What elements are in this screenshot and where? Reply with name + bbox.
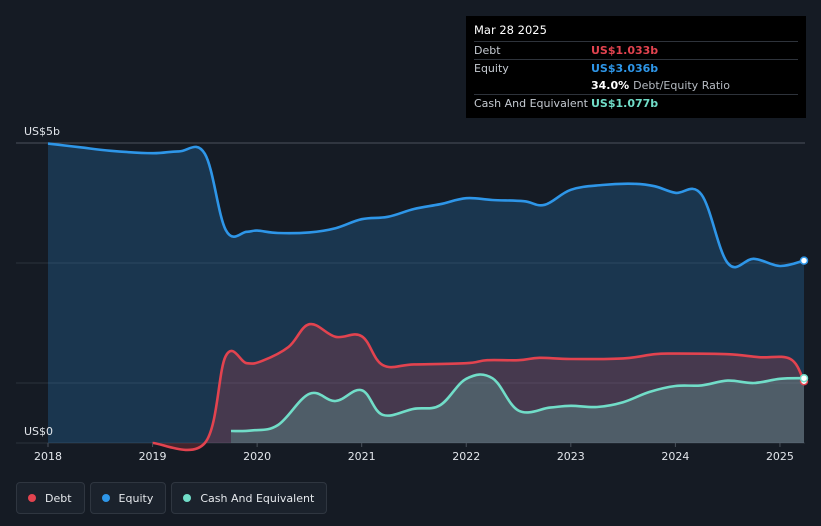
tooltip-ratio-label: Debt/Equity Ratio	[633, 79, 730, 92]
tooltip-date: Mar 28 2025	[474, 23, 547, 37]
y-axis-top-label: US$5b	[24, 125, 60, 138]
x-axis-ticks: 2018 2019 2020 2021 2022 2023 2024 2025	[34, 443, 794, 463]
x-tick-label-2021: 2021	[348, 450, 376, 463]
legend-item-cash[interactable]: Cash And Equivalent	[171, 482, 328, 514]
legend-item-equity[interactable]: Equity	[89, 482, 167, 514]
tooltip-equity-value: US$3.036b	[591, 62, 659, 75]
debt-area	[152, 324, 804, 450]
legend: Debt Equity Cash And Equivalent	[16, 482, 328, 514]
x-tick-label-2024: 2024	[661, 450, 689, 463]
series-lines	[47, 142, 806, 452]
tooltip-panel: Mar 28 2025 Debt US$1.033b Equity US$3.0…	[466, 16, 806, 118]
tooltip-row-ratio: 34.0% Debt/Equity Ratio	[474, 77, 798, 94]
tooltip-equity-label: Equity	[474, 62, 509, 75]
debt-dot-icon	[28, 494, 36, 502]
legend-debt-label: Debt	[45, 491, 72, 505]
equity-line	[47, 142, 805, 269]
y-axis-bottom-label: US$0	[24, 425, 53, 438]
equity-dot-icon	[101, 494, 110, 502]
equity-end-marker	[799, 256, 809, 265]
tooltip-row-cash: Cash And Equivalent US$1.077b	[474, 94, 798, 112]
tooltip-debt-label: Debt	[474, 44, 501, 57]
equity-area	[48, 143, 804, 443]
legend-equity-label: Equity	[118, 491, 154, 505]
series-end-markers	[799, 256, 809, 386]
tooltip-row-equity: Equity US$3.036b	[474, 59, 798, 77]
tooltip-cash-label: Cash And Equivalent	[474, 97, 588, 110]
cash-and-equivalent-end-marker	[799, 373, 809, 383]
gridlines	[16, 142, 805, 444]
x-tick-label-2022: 2022	[452, 450, 480, 463]
x-tick-label-2025: 2025	[766, 450, 794, 463]
tooltip-cash-value: US$1.077b	[591, 97, 659, 110]
debt-line	[152, 322, 806, 452]
x-tick-label-2018: 2018	[34, 450, 62, 463]
cash-dot-icon	[183, 494, 192, 502]
x-tick-label-2023: 2023	[557, 450, 585, 463]
tooltip-debt-value: US$1.033b	[591, 44, 659, 57]
cash-and-equivalent-line	[230, 373, 805, 433]
x-tick-label-2020: 2020	[243, 450, 271, 463]
cash-and-equivalent-area	[230, 374, 804, 443]
legend-cash-label: Cash And Equivalent	[200, 491, 315, 505]
x-tick-label-2019: 2019	[139, 450, 167, 463]
legend-item-debt[interactable]: Debt	[16, 482, 85, 514]
tooltip-ratio-value: 34.0%	[591, 79, 630, 92]
tooltip-row-debt: Debt US$1.033b	[474, 41, 798, 59]
series-areas	[48, 143, 804, 450]
